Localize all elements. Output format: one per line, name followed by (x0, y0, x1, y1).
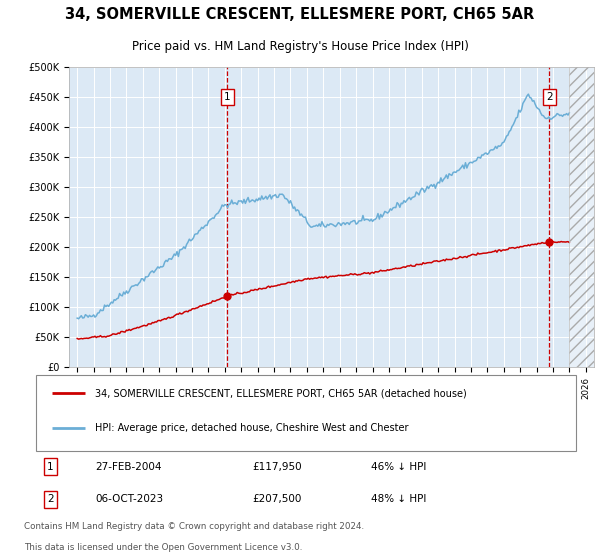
Text: 1: 1 (224, 92, 230, 102)
Text: £207,500: £207,500 (252, 494, 301, 505)
Text: 27-FEB-2004: 27-FEB-2004 (95, 461, 162, 472)
Text: 2: 2 (546, 92, 553, 102)
Text: 1: 1 (47, 461, 53, 472)
FancyBboxPatch shape (36, 375, 576, 451)
Text: Price paid vs. HM Land Registry's House Price Index (HPI): Price paid vs. HM Land Registry's House … (131, 40, 469, 53)
Bar (569, 67, 594, 367)
Text: £117,950: £117,950 (252, 461, 302, 472)
Text: Contains HM Land Registry data © Crown copyright and database right 2024.: Contains HM Land Registry data © Crown c… (24, 522, 364, 531)
Text: 2: 2 (47, 494, 53, 505)
Text: 46% ↓ HPI: 46% ↓ HPI (371, 461, 426, 472)
Bar (569, 67, 594, 367)
Text: 06-OCT-2023: 06-OCT-2023 (95, 494, 164, 505)
Text: 34, SOMERVILLE CRESCENT, ELLESMERE PORT, CH65 5AR: 34, SOMERVILLE CRESCENT, ELLESMERE PORT,… (65, 7, 535, 22)
Text: This data is licensed under the Open Government Licence v3.0.: This data is licensed under the Open Gov… (24, 543, 302, 553)
Text: 34, SOMERVILLE CRESCENT, ELLESMERE PORT, CH65 5AR (detached house): 34, SOMERVILLE CRESCENT, ELLESMERE PORT,… (95, 388, 467, 398)
Text: 48% ↓ HPI: 48% ↓ HPI (371, 494, 426, 505)
Text: HPI: Average price, detached house, Cheshire West and Chester: HPI: Average price, detached house, Ches… (95, 423, 409, 433)
